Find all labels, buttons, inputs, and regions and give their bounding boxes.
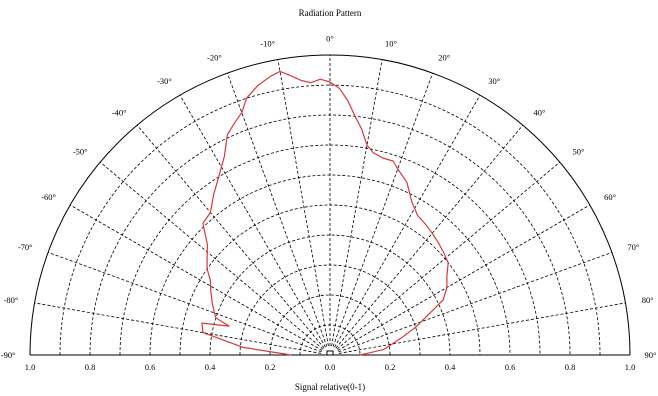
x-axis-label: Signal relative(0-1) (295, 382, 365, 392)
radial-tick-label: 1.0 (625, 362, 636, 372)
grid-spoke (334, 94, 481, 348)
grid-arc (209, 234, 451, 356)
grid-spoke (227, 72, 328, 347)
grid-spoke (335, 124, 524, 349)
angle-tick-label: -50° (73, 147, 88, 157)
angle-tick-label: 20° (438, 53, 450, 63)
angle-tick-label: -10° (260, 38, 275, 48)
series-line (201, 70, 449, 356)
grid-spoke (332, 72, 433, 347)
grid-spoke (34, 302, 322, 354)
angle-tick-label: -20° (207, 53, 222, 63)
series-group (201, 70, 449, 356)
grid-spoke (338, 252, 613, 353)
radial-tick-label: 0.4 (205, 362, 216, 372)
angle-tick-label: -90° (1, 350, 16, 360)
radial-tick-label: 0.6 (145, 362, 156, 372)
grid-spoke (336, 161, 561, 350)
grid-spoke (331, 59, 383, 347)
grid-spoke (338, 302, 626, 354)
angle-tick-label: 70° (627, 242, 639, 252)
radial-tick-label: 0.2 (385, 362, 396, 372)
angle-tick-label: 50° (572, 147, 584, 157)
radial-tick-label: 1.0 (25, 362, 36, 372)
radial-tick-label: 0.0 (325, 362, 336, 372)
angle-tick-label: 10° (385, 38, 397, 48)
angle-tick-label: -40° (112, 108, 127, 118)
grid-spoke (179, 94, 326, 348)
grid-spoke (69, 204, 323, 351)
grid-spoke (47, 252, 322, 353)
chart-title: Radiation Pattern (299, 8, 362, 18)
grid-spoke (136, 124, 325, 349)
grid-arc (59, 84, 601, 356)
angle-tick-label: -30° (157, 76, 172, 86)
grid-arc (269, 294, 391, 356)
angle-tick-label: 80° (642, 295, 654, 305)
radial-tick-labels: 1.0 0.8 0.6 0.4 0.2 0.0 0.2 0.4 0.6 0.8 1.0 (25, 362, 636, 372)
angle-tick-label: 40° (533, 108, 545, 118)
angle-tick-label: -70° (18, 242, 33, 252)
grid-arc (119, 144, 541, 356)
angle-tick-label: 0° (326, 34, 334, 44)
angle-tick-label: 60° (604, 192, 616, 202)
angle-tick-label: 30° (488, 76, 500, 86)
radial-tick-label: 0.8 (85, 362, 96, 372)
angle-tick-labels: -90° -80° -70° -60° -50° -40° -30° -20° -10° 0° 10… (1, 34, 657, 361)
radial-tick-label: 0.2 (265, 362, 276, 372)
radial-tick-label: 0.4 (445, 362, 456, 372)
grid-spoke (99, 161, 324, 350)
angle-tick-label: -60° (41, 192, 56, 202)
grid-spoke (277, 59, 329, 347)
angle-tick-label: 90° (645, 350, 657, 360)
angle-tick-label: -80° (4, 295, 19, 305)
radial-tick-label: 0.8 (565, 362, 576, 372)
grid-spoke (337, 204, 591, 351)
radial-tick-label: 0.6 (505, 362, 516, 372)
center-marker (326, 350, 334, 356)
polar-grid (29, 54, 631, 356)
